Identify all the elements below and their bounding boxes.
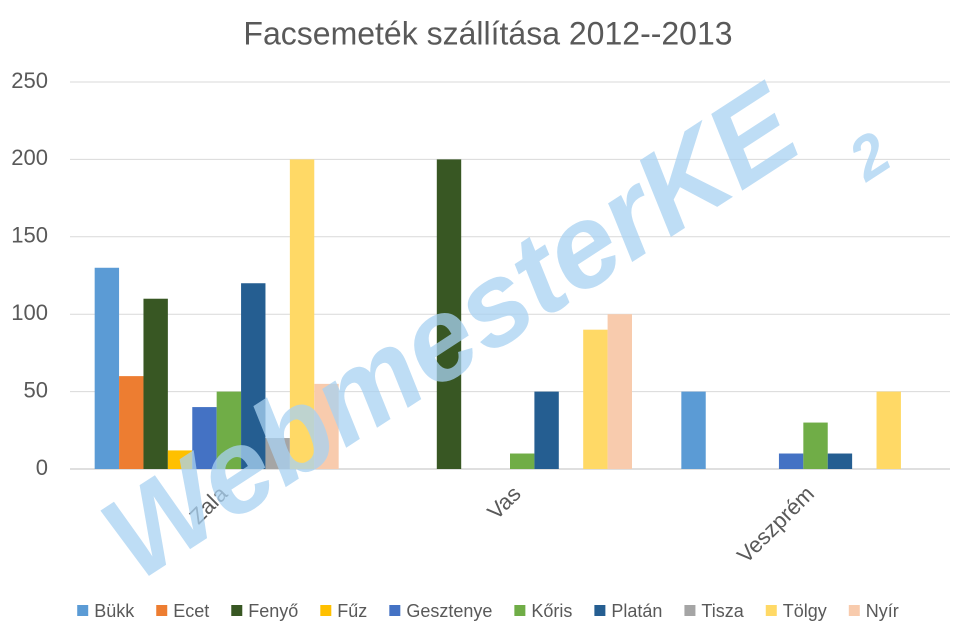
bar xyxy=(241,283,266,469)
y-tick-label: 100 xyxy=(11,300,48,325)
legend-label: Tölgy xyxy=(783,601,827,621)
bar xyxy=(510,453,535,469)
bar xyxy=(143,298,168,469)
legend-marker xyxy=(765,605,777,616)
bar xyxy=(607,314,632,469)
y-tick-label: 200 xyxy=(11,145,48,170)
bar xyxy=(778,453,804,469)
legend-label: Tisza xyxy=(701,601,744,621)
bar xyxy=(827,453,853,469)
legend-marker xyxy=(684,605,696,616)
bar xyxy=(583,329,608,469)
bar xyxy=(94,267,120,469)
bar xyxy=(876,391,901,469)
bar xyxy=(216,391,242,469)
legend-label: Platán xyxy=(611,601,662,621)
legend-label: Ecet xyxy=(173,601,209,621)
bar xyxy=(265,438,290,469)
bar xyxy=(534,391,559,469)
legend-marker xyxy=(389,605,401,616)
legend-label: Fenyő xyxy=(248,601,298,621)
legend-label: Gesztenye xyxy=(406,601,492,621)
legend-label: Bükk xyxy=(94,601,135,621)
legend-marker xyxy=(156,605,168,616)
legend-label: Nyír xyxy=(866,601,899,621)
legend-marker xyxy=(231,605,243,616)
legend-marker xyxy=(514,605,526,616)
y-tick-label: 50 xyxy=(24,377,48,402)
bar xyxy=(119,376,144,469)
bar xyxy=(314,383,339,469)
bar xyxy=(681,391,706,469)
legend-marker xyxy=(77,605,89,616)
legend-marker xyxy=(848,605,860,616)
y-tick-label: 150 xyxy=(11,223,48,248)
bar xyxy=(192,407,217,469)
bar xyxy=(167,450,193,469)
bar xyxy=(436,159,462,469)
legend-marker xyxy=(594,605,606,616)
chart-title: Facsemeték szállítása 2012--2013 xyxy=(243,15,732,51)
legend-marker xyxy=(320,605,332,616)
legend-label: Fűz xyxy=(337,601,367,621)
y-tick-label: 0 xyxy=(36,455,48,480)
bar xyxy=(289,159,315,469)
legend: Bükk Ecet Fenyő Fűz Gesztenye Kőris Platán Tisz… xyxy=(77,601,899,621)
legend-label: Kőris xyxy=(531,601,572,621)
y-tick-label: 250 xyxy=(11,68,48,93)
bar xyxy=(803,422,828,469)
